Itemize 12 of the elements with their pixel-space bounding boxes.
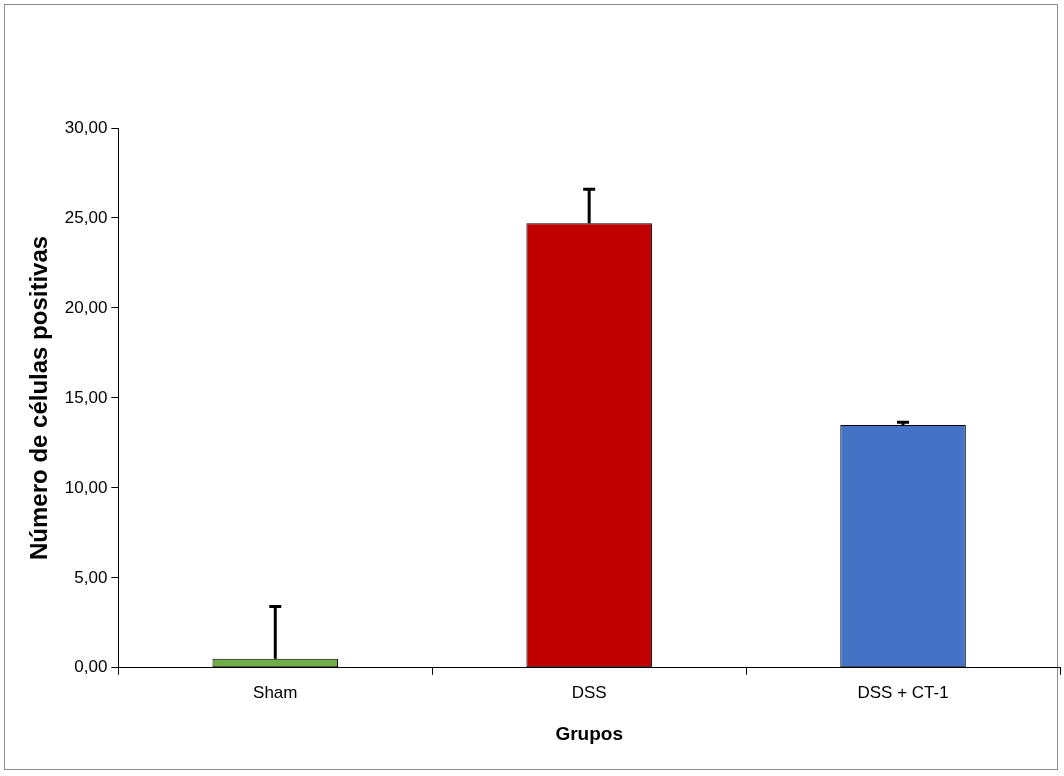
y-tick-label: 25,00	[64, 207, 108, 227]
y-tick-label: 30,00	[64, 117, 108, 137]
y-tick-label: 10,00	[64, 477, 108, 497]
x-tick-label: DSS	[571, 682, 607, 702]
x-tick-label: Sham	[253, 682, 298, 702]
y-tick-label: 20,00	[64, 297, 108, 317]
y-tick-label: 15,00	[64, 387, 108, 407]
y-tick-label: 5,00	[74, 567, 108, 587]
x-axis-title: Grupos	[555, 722, 623, 744]
y-tick-label: 0,00	[74, 657, 108, 677]
y-axis-title: Número de células positivas	[25, 235, 53, 560]
x-tick-label: DSS + CT-1	[857, 682, 949, 702]
